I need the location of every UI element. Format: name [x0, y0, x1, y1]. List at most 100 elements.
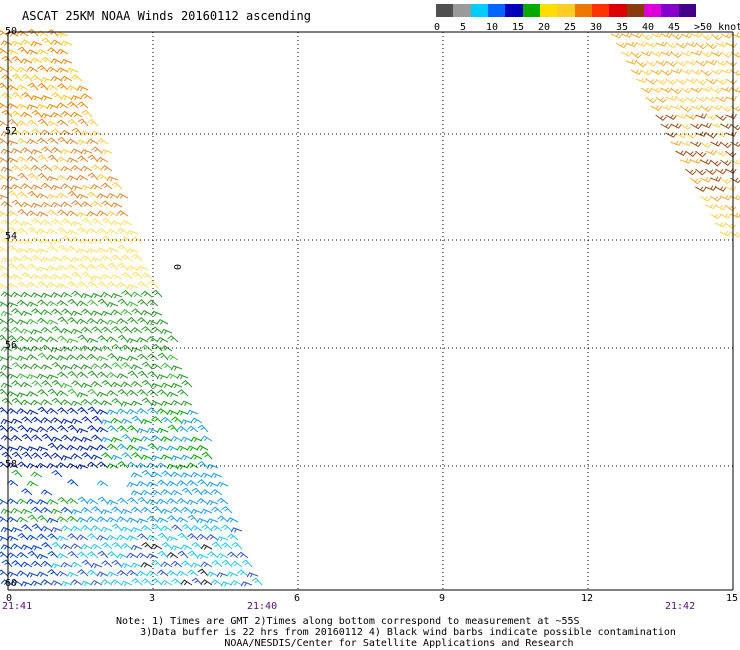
wind-barb — [116, 408, 129, 415]
wind-barb — [176, 445, 189, 451]
wind-barb — [56, 535, 69, 542]
wind-barb — [76, 463, 89, 470]
wind-barb — [76, 85, 89, 92]
wind-barb — [0, 148, 13, 155]
wind-barb — [21, 91, 33, 100]
wind-barb — [96, 480, 109, 487]
wind-barb — [31, 380, 43, 388]
wind-barb — [137, 353, 149, 361]
wind-barb — [146, 427, 159, 434]
wind-barb — [30, 164, 43, 172]
wind-barb — [110, 309, 123, 316]
wind-barb — [67, 550, 79, 559]
wind-barb — [116, 534, 129, 541]
wind-barb — [47, 29, 59, 37]
wind-barb — [20, 111, 33, 118]
wind-barb — [40, 507, 53, 514]
wind-barb — [70, 164, 83, 172]
wind-barb — [216, 481, 229, 488]
wind-barb — [70, 148, 83, 154]
wind-barb — [675, 42, 688, 49]
wind-barb — [141, 578, 153, 586]
wind-barb — [140, 489, 153, 496]
wind-barb — [710, 122, 722, 128]
wind-barb — [86, 516, 99, 523]
wind-barb — [0, 211, 9, 217]
wind-barb — [6, 552, 19, 559]
wind-barb — [50, 526, 63, 533]
wind-barb — [60, 364, 73, 371]
wind-barb — [206, 518, 219, 524]
wind-barb — [186, 479, 199, 487]
wind-barb — [60, 525, 73, 532]
wind-barb — [625, 41, 638, 48]
wind-barb — [60, 346, 73, 352]
wind-barb — [190, 562, 203, 568]
wind-barb — [650, 87, 663, 93]
wind-barb — [140, 562, 153, 568]
wind-barb — [150, 434, 163, 442]
wind-barb — [40, 344, 53, 352]
wind-barb — [40, 326, 53, 334]
wind-barb — [110, 238, 123, 244]
wind-barb — [76, 517, 89, 523]
wind-barb — [90, 346, 103, 352]
wind-barb — [170, 560, 183, 568]
wind-barb — [21, 73, 33, 82]
wind-barb — [46, 374, 59, 380]
wind-barb — [47, 442, 59, 451]
wind-barb — [11, 451, 23, 460]
wind-barb — [0, 219, 13, 226]
wind-barb — [710, 176, 722, 182]
wind-barb — [675, 60, 688, 67]
legend-swatch — [626, 4, 645, 17]
wind-barb — [96, 156, 109, 163]
wind-barb — [0, 291, 13, 298]
wind-barb — [37, 352, 49, 361]
wind-barb — [37, 64, 49, 73]
wind-barb — [16, 30, 29, 37]
wind-barb — [140, 310, 153, 316]
wind-barb — [17, 281, 29, 289]
wind-barb — [16, 551, 29, 559]
wind-barb — [1, 109, 13, 118]
wind-barb — [160, 416, 173, 424]
wind-barb — [136, 480, 149, 487]
wind-barb — [40, 112, 53, 119]
wind-barb — [680, 32, 693, 39]
wind-barb — [40, 560, 53, 568]
wind-barb — [120, 219, 133, 226]
wind-barb — [87, 370, 99, 379]
wind-barb — [141, 272, 153, 280]
wind-barb — [31, 452, 43, 460]
wind-barb — [46, 499, 59, 505]
wind-barb — [50, 274, 63, 280]
lat-lon-grid — [7, 31, 734, 591]
footnote: Note: 1) Times are GMT 2)Times along bot… — [116, 616, 676, 649]
wind-barb — [6, 391, 19, 397]
wind-barb — [6, 282, 19, 289]
wind-barb — [10, 128, 23, 136]
wind-barb — [81, 308, 93, 316]
wind-barb — [87, 299, 99, 307]
wind-barb — [715, 96, 727, 103]
wind-barb — [87, 353, 99, 361]
wind-barb — [650, 69, 663, 76]
wind-barb — [160, 345, 173, 352]
wind-barb — [705, 114, 717, 121]
wind-barb — [690, 32, 703, 38]
wind-barb — [80, 364, 93, 370]
wind-barb — [6, 84, 19, 91]
wind-barb — [96, 409, 109, 415]
wind-barb — [106, 192, 119, 199]
wind-barb — [0, 406, 9, 415]
wind-barb — [0, 228, 9, 235]
wind-barb — [150, 400, 163, 407]
wind-barb — [86, 211, 99, 217]
wind-barb — [60, 165, 73, 172]
wind-barb — [7, 226, 19, 235]
wind-barb — [176, 464, 189, 470]
wind-barb — [725, 78, 738, 85]
wind-barb — [76, 354, 89, 361]
wind-barb — [30, 329, 43, 335]
